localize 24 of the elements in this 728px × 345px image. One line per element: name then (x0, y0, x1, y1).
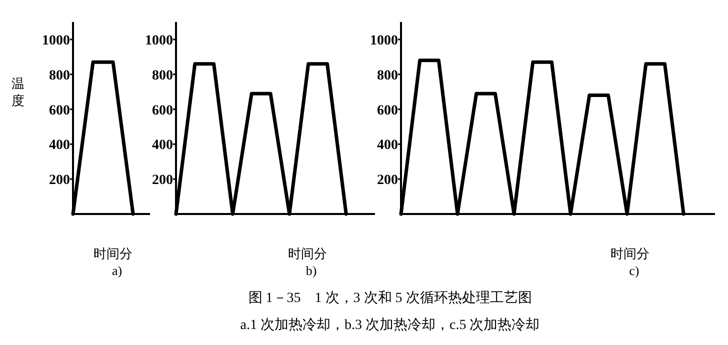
y-tick-label: 1000 (145, 33, 173, 48)
y-tick-label: 1000 (370, 33, 398, 48)
y-tick-label: 200 (152, 173, 173, 188)
caption: 图 1－35 1 次，3 次和 5 次循环热处理工艺图 (248, 290, 532, 306)
y-tick-label: 600 (49, 103, 70, 118)
x-axis-title: 时间分 (288, 246, 327, 261)
y-tick-label: 400 (377, 138, 398, 154)
text: b) (306, 263, 317, 278)
text: c) (629, 263, 640, 278)
y-tick-label: 200 (49, 173, 70, 188)
y-tick-label: 800 (377, 68, 398, 84)
y-tick-label: 200 (377, 173, 398, 188)
y-tick-label: 1000 (42, 33, 70, 48)
text: a.1 次加热冷却，b.3 次加热冷却，c.5 次加热冷却 (240, 317, 540, 333)
y-tick-label: 600 (377, 103, 398, 118)
y-axis-title: 温度 (12, 76, 24, 108)
y-tick-label: 600 (152, 103, 173, 118)
y-tick-label: 800 (152, 68, 173, 84)
text: a) (112, 263, 122, 278)
x-axis-title: 时间分 (94, 246, 133, 261)
y-tick-label: 400 (49, 138, 70, 154)
y-tick-label: 800 (49, 68, 70, 84)
y-tick-label: 400 (152, 138, 173, 154)
x-axis-title: 时间分 (610, 246, 650, 261)
